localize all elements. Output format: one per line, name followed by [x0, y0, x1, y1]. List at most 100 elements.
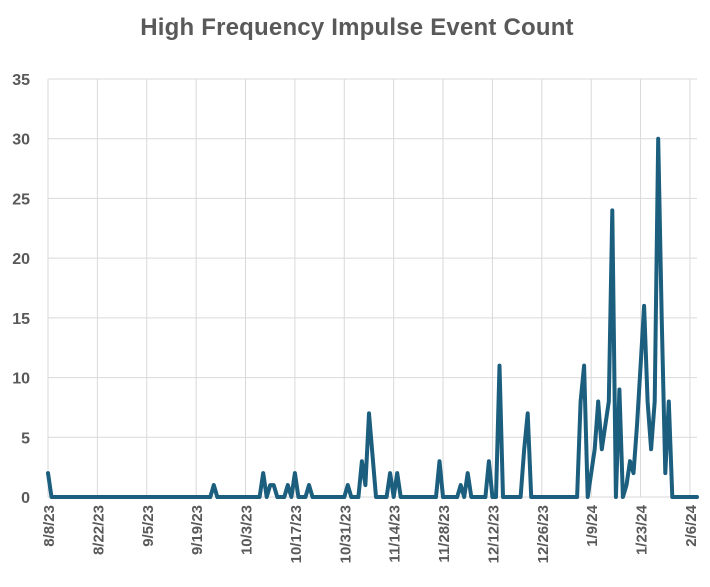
- data-point: [399, 495, 403, 499]
- y-tick-label: 5: [21, 430, 30, 447]
- data-point: [684, 495, 688, 499]
- data-point: [378, 495, 382, 499]
- data-point: [385, 495, 389, 499]
- data-point: [459, 483, 463, 487]
- data-point: [646, 399, 650, 403]
- data-point: [670, 495, 674, 499]
- x-tick-label: 8/8/23: [41, 505, 58, 547]
- data-point: [311, 495, 315, 499]
- data-point: [575, 495, 579, 499]
- x-tick-label: 10/17/23: [288, 505, 305, 563]
- data-point: [374, 495, 378, 499]
- x-tick-label: 12/26/23: [535, 505, 552, 563]
- data-point: [258, 495, 262, 499]
- data-point: [441, 495, 445, 499]
- data-point: [462, 495, 466, 499]
- data-point: [628, 459, 632, 463]
- data-point: [515, 495, 519, 499]
- data-point: [438, 459, 442, 463]
- data-point: [325, 495, 329, 499]
- data-point: [455, 495, 459, 499]
- data-point: [681, 495, 685, 499]
- data-point: [529, 495, 533, 499]
- y-tick-label: 0: [21, 490, 30, 507]
- data-point: [494, 495, 498, 499]
- data-point: [275, 495, 279, 499]
- data-point: [46, 471, 50, 475]
- data-point: [469, 495, 473, 499]
- data-point: [614, 495, 618, 499]
- data-point: [688, 495, 692, 499]
- data-point: [660, 316, 664, 320]
- data-point: [342, 495, 346, 499]
- data-point: [268, 483, 272, 487]
- data-point: [586, 495, 590, 499]
- data-point: [289, 495, 293, 499]
- data-point: [649, 447, 653, 451]
- data-point: [593, 447, 597, 451]
- data-point: [360, 459, 364, 463]
- data-point: [582, 364, 586, 368]
- data-point: [512, 495, 516, 499]
- data-point: [50, 495, 54, 499]
- data-point: [349, 495, 353, 499]
- data-point: [607, 399, 611, 403]
- data-point: [519, 495, 523, 499]
- data-point: [674, 495, 678, 499]
- data-point: [303, 495, 307, 499]
- data-point: [653, 399, 657, 403]
- y-tick-label: 15: [12, 311, 30, 328]
- data-point: [434, 495, 438, 499]
- data-point: [639, 364, 643, 368]
- data-point: [318, 495, 322, 499]
- y-axis-labels: 0 5 10 15 20 25 30 35: [12, 72, 30, 507]
- data-point: [497, 364, 501, 368]
- y-tick-label: 35: [12, 72, 30, 89]
- data-point: [522, 447, 526, 451]
- series-group: [46, 136, 699, 499]
- x-tick-label: 12/12/23: [485, 505, 502, 563]
- data-point: [487, 459, 491, 463]
- x-tick-label: 1/23/24: [634, 504, 651, 555]
- y-tick-label: 25: [12, 191, 30, 208]
- y-tick-label: 10: [12, 371, 30, 388]
- data-point: [610, 208, 614, 212]
- x-tick-label: 1/9/24: [584, 504, 601, 546]
- data-point: [363, 483, 367, 487]
- y-tick-label: 30: [12, 132, 30, 149]
- x-tick-label: 10/31/23: [337, 505, 354, 563]
- data-point: [215, 495, 219, 499]
- data-point: [621, 495, 625, 499]
- data-point: [286, 483, 290, 487]
- data-point: [624, 483, 628, 487]
- x-axis-labels: 8/8/23 8/22/23 9/5/23 9/19/23 10/3/23 10/17/2…: [41, 504, 700, 563]
- data-point: [695, 495, 699, 499]
- data-point: [526, 411, 530, 415]
- data-point: [632, 471, 636, 475]
- x-tick-label: 2/6/24: [683, 504, 700, 546]
- x-tick-label: 11/14/23: [387, 505, 404, 563]
- data-point: [293, 471, 297, 475]
- data-point: [208, 495, 212, 499]
- data-point: [212, 483, 216, 487]
- data-point: [392, 495, 396, 499]
- data-point: [307, 483, 311, 487]
- x-tick-label: 10/3/23: [239, 505, 256, 555]
- x-tick-label: 9/19/23: [189, 505, 206, 555]
- data-point: [265, 495, 269, 499]
- data-point: [677, 495, 681, 499]
- data-point: [642, 304, 646, 308]
- data-point: [381, 495, 385, 499]
- data-point: [579, 399, 583, 403]
- x-tick-label: 11/28/23: [436, 505, 453, 563]
- gridlines: [47, 78, 697, 498]
- data-point: [505, 495, 509, 499]
- data-point: [667, 399, 671, 403]
- data-point: [603, 423, 607, 427]
- series-line: [46, 136, 699, 499]
- data-point: [617, 388, 621, 392]
- data-point: [388, 471, 392, 475]
- data-point: [314, 495, 318, 499]
- data-point: [272, 483, 276, 487]
